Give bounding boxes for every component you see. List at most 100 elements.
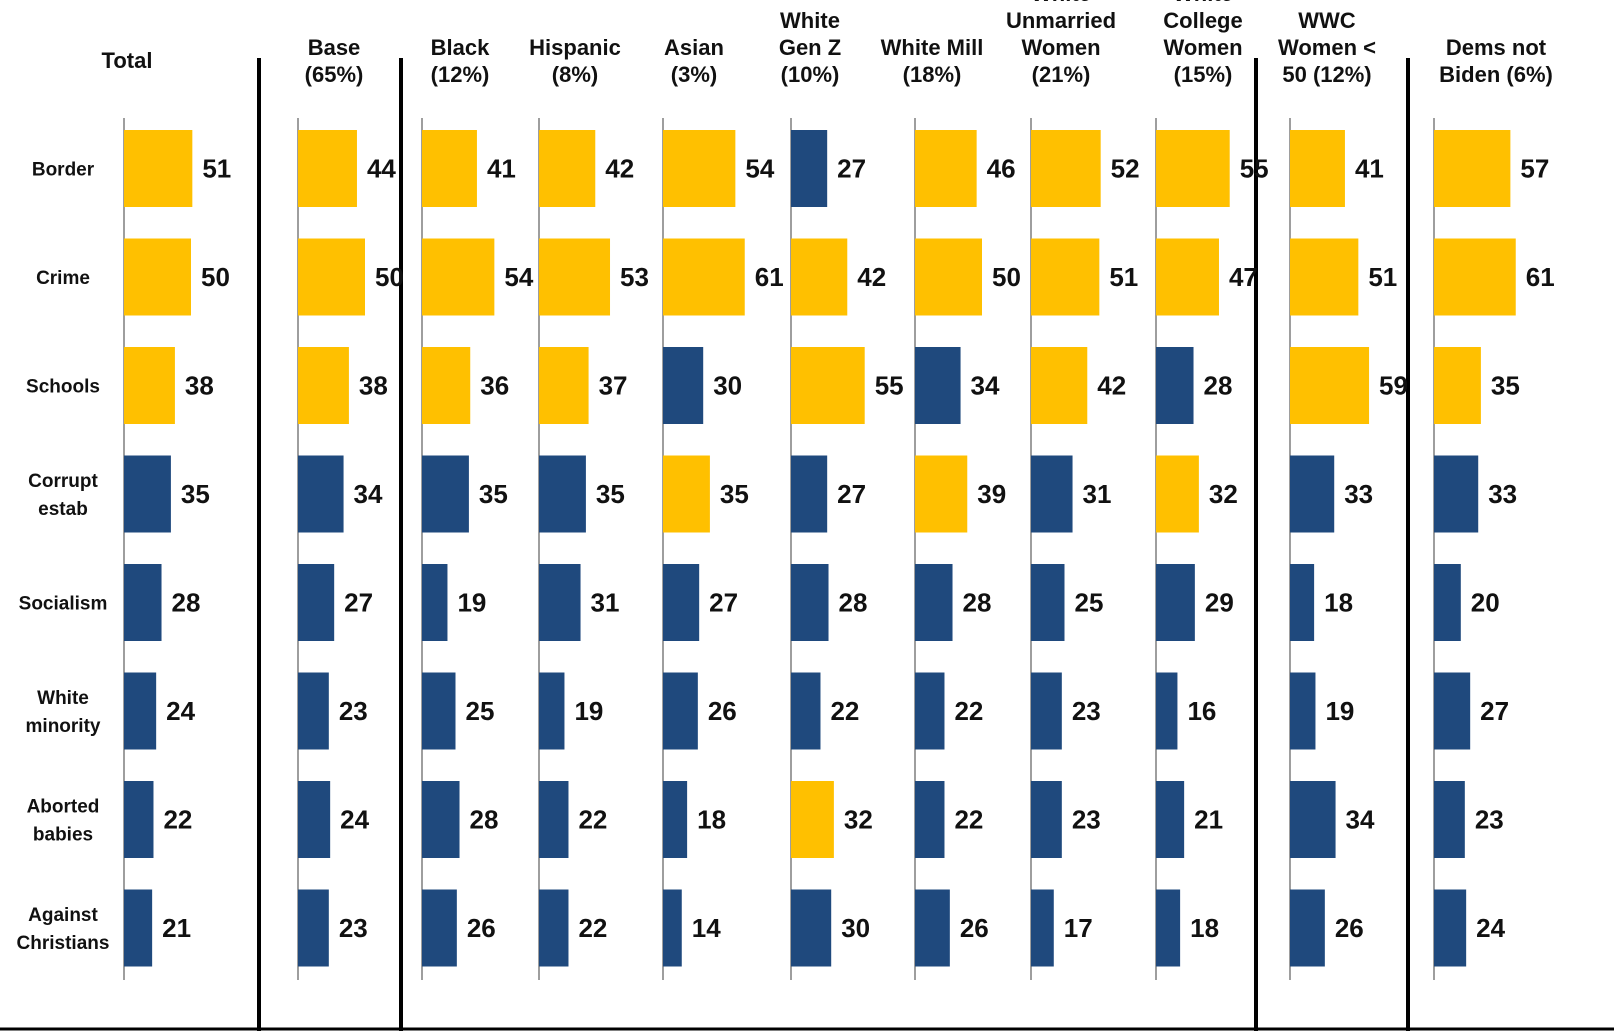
- bar: [1031, 889, 1054, 967]
- bar: [663, 455, 710, 533]
- bar: [915, 455, 968, 533]
- bar: [298, 347, 349, 424]
- category-label: estab: [38, 499, 88, 520]
- data-label: 26: [960, 913, 989, 943]
- bar: [1290, 672, 1316, 750]
- data-label: 31: [1083, 479, 1112, 509]
- data-label: 54: [504, 262, 533, 292]
- bar: [124, 889, 153, 967]
- category-label: minority: [26, 716, 101, 737]
- data-label: 27: [344, 588, 373, 618]
- bar: [539, 781, 569, 858]
- bar: [124, 347, 175, 424]
- column-header: WWC: [1298, 8, 1356, 33]
- bar: [1156, 672, 1178, 750]
- bar: [1156, 455, 1199, 533]
- bar: [1031, 238, 1100, 316]
- data-label: 33: [1344, 479, 1373, 509]
- data-label: 59: [1379, 371, 1408, 401]
- bar: [422, 455, 469, 533]
- bar: [1434, 889, 1467, 967]
- bar: [1290, 130, 1345, 207]
- data-label: 22: [830, 696, 859, 726]
- column-header: Dems not: [1446, 35, 1547, 60]
- bar: [422, 347, 471, 424]
- bar: [915, 564, 953, 641]
- category-label: Socialism: [19, 594, 108, 615]
- data-label: 35: [181, 479, 210, 509]
- data-label: 27: [1480, 696, 1509, 726]
- data-label: 28: [172, 588, 201, 618]
- bar: [663, 130, 736, 207]
- bar: [1156, 238, 1219, 316]
- column-header: 50 (12%): [1282, 62, 1371, 87]
- column-header: Hispanic: [529, 35, 621, 60]
- column-header: (15%): [1174, 62, 1233, 87]
- data-label: 24: [166, 696, 195, 726]
- bar: [298, 889, 329, 967]
- data-label: 51: [1109, 262, 1138, 292]
- column-header: Gen Z: [779, 35, 841, 60]
- column-header: White: [1031, 0, 1091, 6]
- column-header: Asian: [664, 35, 724, 60]
- series-white-unmarried-women-21: 52 51 42 31 25 23 23 17: [1030, 118, 1140, 980]
- bar: [1434, 781, 1465, 858]
- data-label: 25: [466, 696, 495, 726]
- bar: [422, 889, 457, 967]
- data-label: 57: [1520, 154, 1549, 184]
- data-label: 42: [605, 154, 634, 184]
- data-label: 28: [470, 805, 499, 835]
- series-asian-3: 54 61 30 35 27 26 18 14: [662, 118, 784, 980]
- bar: [791, 889, 832, 967]
- bar: [1434, 130, 1511, 207]
- data-label: 27: [837, 479, 866, 509]
- bar: [915, 238, 982, 316]
- data-label: 47: [1229, 262, 1258, 292]
- category-label: Against: [28, 905, 98, 926]
- series-white-mill-18: 46 50 34 39 28 22 22 26: [914, 118, 1021, 980]
- bar: [539, 889, 569, 967]
- bar: [663, 238, 745, 316]
- data-label: 61: [1526, 262, 1555, 292]
- data-label: 36: [480, 371, 509, 401]
- data-label: 24: [340, 805, 369, 835]
- bar: [915, 347, 961, 424]
- bar: [298, 564, 335, 641]
- data-label: 33: [1488, 479, 1517, 509]
- column-header: (21%): [1032, 62, 1091, 87]
- bar: [124, 672, 157, 750]
- bar: [1156, 889, 1181, 967]
- category-labels: Border Crime Schools Corrupt estab Socialism W…: [17, 160, 110, 955]
- data-label: 22: [578, 805, 607, 835]
- bar: [124, 455, 171, 533]
- data-label: 22: [954, 805, 983, 835]
- column-header: Women: [1021, 35, 1100, 60]
- data-label: 18: [1190, 913, 1219, 943]
- column-header: White: [1173, 0, 1233, 6]
- data-label: 51: [202, 154, 231, 184]
- bar: [539, 347, 589, 424]
- data-label: 22: [163, 805, 192, 835]
- data-label: 19: [1325, 696, 1354, 726]
- data-label: 51: [1368, 262, 1397, 292]
- data-label: 14: [692, 913, 721, 943]
- series-total: 51 50 38 35 28 24 22 21: [123, 118, 231, 980]
- bar: [1290, 347, 1370, 424]
- column-header: (8%): [552, 62, 598, 87]
- bar: [298, 238, 365, 316]
- bar: [1031, 130, 1101, 207]
- data-label: 24: [1476, 913, 1505, 943]
- data-label: 25: [1075, 588, 1104, 618]
- series-white-college-women-15: 55 47 28 32 29 16 21 18: [1155, 118, 1269, 980]
- column-header: White Mill: [881, 35, 984, 60]
- category-label: Aborted: [27, 797, 100, 818]
- column-header: Biden (6%): [1439, 62, 1553, 87]
- bar: [915, 889, 950, 967]
- category-label: Border: [32, 160, 95, 181]
- data-label: 28: [1204, 371, 1233, 401]
- data-label: 42: [1097, 371, 1126, 401]
- column-header: Women <: [1278, 35, 1376, 60]
- bar: [539, 455, 586, 533]
- data-label: 35: [720, 479, 749, 509]
- bar: [539, 238, 611, 316]
